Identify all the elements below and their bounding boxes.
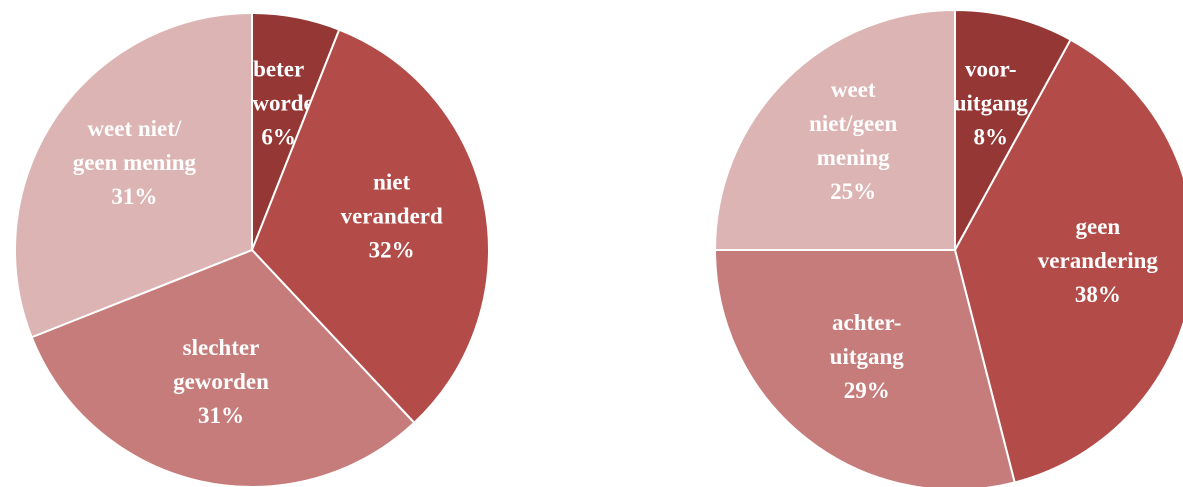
slice-label-line: verandering [1038,248,1159,273]
slice-label-line: geworden [173,369,269,394]
slice-label-line: achter- [832,310,901,335]
slice-label: niet veranderd [341,169,443,228]
slice-label-line: geen mening [73,150,197,175]
slice-label-line: uitgang [954,91,1029,116]
value-label: 31% [111,184,157,209]
slice-label: voor-uitgang [954,57,1029,116]
value-label: 8% [974,125,1009,150]
value-label: 29% [844,378,890,403]
slice-label-line: veranderd [341,203,443,228]
slice-label: slechter geworden [173,335,269,394]
pie-slice [954,8,1072,251]
slice-label-line: slechter [183,335,260,360]
slice-label: geen verandering [1038,214,1159,273]
slice-label-line: weet [831,77,876,102]
pie-slice [250,28,490,425]
slice-label: achter-uitgang [830,310,905,369]
slice-label-line: niet/geen [809,111,897,136]
pie-slice [14,11,253,339]
slice-label-line: weet niet/ [87,116,181,141]
pie-slice [30,248,416,487]
pie-slice [953,38,1183,484]
slice-label-line: uitgang [830,344,905,369]
slice-label-line: voor- [965,57,1017,82]
value-label: 38% [1075,282,1121,307]
pie-slice [713,249,1016,487]
value-label: 25% [830,179,876,204]
slice-label: weet niet/geen mening [809,77,897,170]
slice-label-line: geen [1076,214,1121,239]
slice-label-line: niet [373,169,410,194]
value-label: 31% [198,403,244,428]
pie-slice [713,8,956,251]
value-label: 6% [261,124,296,149]
slice-label-line: beter [253,56,304,81]
value-label: 32% [369,237,415,262]
slice-label-line: mening [817,145,890,170]
slice-label: weet niet/geen mening [73,116,197,175]
